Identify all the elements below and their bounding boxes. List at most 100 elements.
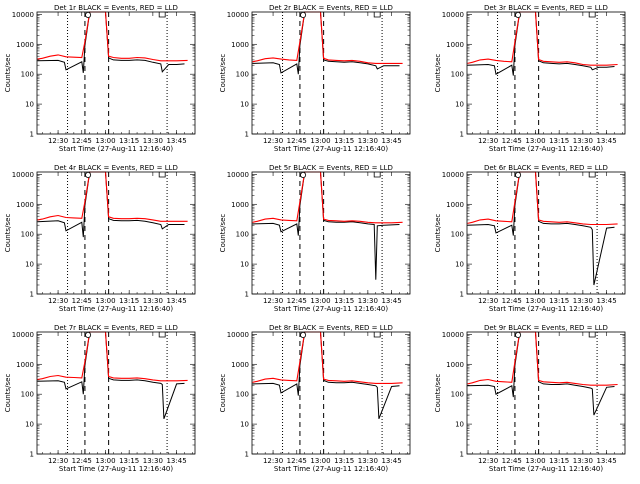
x-axis-label: Start Time (27-Aug-11 12:16:40) <box>274 145 388 153</box>
x-axis-label: Start Time (27-Aug-11 12:16:40) <box>489 145 603 153</box>
y-tick-label: 10000 <box>442 331 464 339</box>
x-tick-label: 13:15 <box>119 457 139 465</box>
y-axis-label: Counts/sec <box>219 54 227 93</box>
x-tick-label: 13:00 <box>95 457 115 465</box>
y-axis-label: Counts/sec <box>219 214 227 253</box>
x-tick-label: 13:15 <box>549 297 569 305</box>
x-tick-label: 13:30 <box>143 137 163 145</box>
panel-2: Det 2r BLACK = Events, RED = LLD 12:30 12:… <box>219 4 411 153</box>
events-series-line <box>37 331 185 419</box>
y-tick-label: 1 <box>30 291 34 299</box>
y-tick-label: 1000 <box>16 361 34 369</box>
saa-circle-marker <box>85 331 92 338</box>
plot-frame <box>251 331 411 455</box>
y-tick-label: 1 <box>245 451 249 459</box>
y-tick-label: 10000 <box>12 331 34 339</box>
x-tick-label: 13:30 <box>358 457 378 465</box>
saa-circle-marker <box>300 171 307 178</box>
panel-8: Det 8r BLACK = Events, RED = LLD 12:30 12:… <box>219 324 411 473</box>
x-tick-label: 13:15 <box>334 137 354 145</box>
bracket-marker <box>588 12 596 18</box>
bracket-marker <box>588 172 596 178</box>
x-tick-label: 13:00 <box>525 297 545 305</box>
lld-series-line <box>37 11 188 62</box>
y-tick-label: 10 <box>455 421 464 429</box>
y-tick-label: 1000 <box>231 361 249 369</box>
lld-series-line <box>467 171 618 226</box>
x-tick-label: 13:15 <box>334 297 354 305</box>
y-axis-label: Counts/sec <box>434 214 442 253</box>
x-tick-label: 13:45 <box>596 457 616 465</box>
y-tick-label: 100 <box>21 391 34 399</box>
y-tick-label: 10 <box>240 261 249 269</box>
x-axis-label: Start Time (27-Aug-11 12:16:40) <box>274 465 388 473</box>
x-tick-label: 12:45 <box>502 297 522 305</box>
saa-circle-marker <box>300 11 307 18</box>
y-axis-label: Counts/sec <box>4 214 12 253</box>
x-tick-label: 12:30 <box>478 137 498 145</box>
x-tick-label: 13:15 <box>334 457 354 465</box>
y-tick-label: 1 <box>245 131 249 139</box>
x-axis-label: Start Time (27-Aug-11 12:16:40) <box>274 305 388 313</box>
events-series-line <box>37 171 185 238</box>
x-tick-label: 13:30 <box>143 457 163 465</box>
x-tick-label: 13:30 <box>358 137 378 145</box>
y-tick-label: 10 <box>455 101 464 109</box>
panel-3: Det 3r BLACK = Events, RED = LLD 12:30 12:… <box>434 4 626 153</box>
x-tick-label: 13:45 <box>166 457 186 465</box>
y-axis-label: Counts/sec <box>4 374 12 413</box>
x-tick-label: 13:45 <box>381 297 401 305</box>
x-tick-label: 12:30 <box>263 137 283 145</box>
bracket-marker <box>588 332 596 338</box>
y-tick-label: 1 <box>30 451 34 459</box>
bracket-marker <box>373 172 381 178</box>
bracket-marker <box>373 332 381 338</box>
y-axis-label: Counts/sec <box>434 374 442 413</box>
y-tick-label: 10 <box>25 261 34 269</box>
x-tick-label: 12:45 <box>287 297 307 305</box>
y-tick-label: 10 <box>455 261 464 269</box>
plot-frame <box>251 11 411 135</box>
y-tick-label: 1000 <box>231 41 249 49</box>
events-series-line <box>467 331 615 416</box>
x-tick-label: 13:00 <box>525 457 545 465</box>
lld-series-line <box>252 171 403 224</box>
y-tick-label: 100 <box>451 391 464 399</box>
panel-1: Det 1r BLACK = Events, RED = LLD 12:30 12:… <box>4 4 196 153</box>
x-tick-label: 13:15 <box>549 137 569 145</box>
y-tick-label: 10000 <box>442 11 464 19</box>
plot-frame <box>251 171 411 295</box>
x-tick-label: 13:00 <box>525 137 545 145</box>
x-tick-label: 12:30 <box>478 457 498 465</box>
y-axis-label: Counts/sec <box>4 54 12 93</box>
panel-9: Det 9r BLACK = Events, RED = LLD 12:30 12:… <box>434 324 626 473</box>
panel-title: Det 4r BLACK = Events, RED = LLD <box>54 164 178 172</box>
x-tick-label: 13:15 <box>119 137 139 145</box>
y-axis-label: Counts/sec <box>434 54 442 93</box>
y-tick-label: 10000 <box>442 171 464 179</box>
y-tick-label: 10000 <box>227 331 249 339</box>
plot-frame <box>466 331 626 455</box>
x-tick-label: 12:45 <box>287 457 307 465</box>
y-tick-label: 1000 <box>446 41 464 49</box>
events-series-line <box>252 171 400 280</box>
y-tick-label: 100 <box>21 71 34 79</box>
lld-series-line <box>37 171 188 222</box>
bracket-marker <box>158 12 166 18</box>
panel-title: Det 6r BLACK = Events, RED = LLD <box>484 164 608 172</box>
y-tick-label: 1 <box>460 451 464 459</box>
x-tick-label: 13:30 <box>573 297 593 305</box>
saa-circle-marker <box>85 11 92 18</box>
x-tick-label: 13:00 <box>310 457 330 465</box>
panel-title: Det 3r BLACK = Events, RED = LLD <box>484 4 608 12</box>
y-tick-label: 100 <box>236 231 249 239</box>
y-tick-label: 100 <box>236 71 249 79</box>
x-tick-label: 12:30 <box>48 137 68 145</box>
x-tick-label: 13:00 <box>310 137 330 145</box>
saa-circle-marker <box>515 11 522 18</box>
y-tick-label: 1000 <box>231 201 249 209</box>
panel-7: Det 7r BLACK = Events, RED = LLD 12:30 12:… <box>4 324 196 473</box>
x-tick-label: 12:45 <box>72 457 92 465</box>
plot-frame <box>36 331 196 455</box>
